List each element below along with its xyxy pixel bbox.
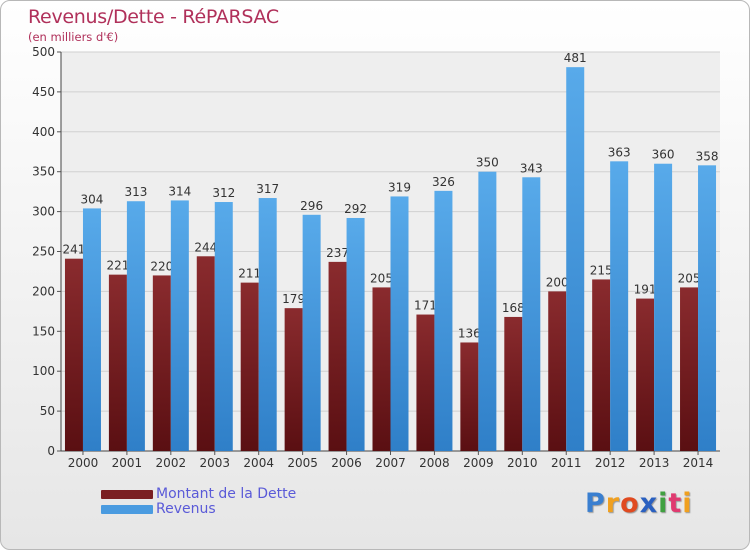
revenue-value-label: 363 [608, 145, 631, 159]
debt-bar [416, 314, 435, 451]
x-tick-label: 2010 [507, 456, 538, 470]
revenue-value-label: 304 [81, 192, 104, 206]
debt-value-label: 244 [194, 240, 217, 254]
revenue-bar [126, 201, 145, 451]
revenue-bar [346, 217, 365, 451]
x-tick-label: 2000 [68, 456, 99, 470]
x-tick-label: 2001 [112, 456, 143, 470]
y-tick-label: 450 [32, 85, 55, 99]
revenue-bar [434, 190, 453, 452]
legend-label: Revenus [156, 501, 216, 517]
x-tick-label: 2006 [331, 456, 362, 470]
revenue-value-label: 312 [212, 186, 235, 200]
y-tick-label: 400 [32, 125, 55, 139]
revenue-bar [522, 177, 541, 451]
y-tick-label: 250 [32, 245, 55, 259]
x-tick-label: 2014 [683, 456, 714, 470]
debt-value-label: 237 [326, 246, 349, 260]
revenue-bar [654, 163, 673, 451]
y-tick-label: 500 [32, 45, 55, 59]
debt-bar [548, 291, 567, 451]
debt-bar [152, 275, 171, 451]
debt-bar [460, 342, 479, 451]
x-tick-label: 2007 [375, 456, 406, 470]
x-tick-label: 2012 [595, 456, 626, 470]
chart-subtitle: (en milliers d'€) [28, 30, 119, 44]
debt-bar [372, 287, 391, 451]
debt-value-label: 211 [238, 267, 261, 281]
debt-bar [328, 261, 347, 451]
revenue-bar [390, 196, 409, 451]
revenue-value-label: 481 [564, 51, 587, 65]
legend-swatch [101, 505, 153, 514]
legend-swatch [101, 490, 153, 499]
revenue-value-label: 292 [344, 202, 367, 216]
debt-bar [196, 256, 215, 451]
debt-value-label: 200 [546, 275, 569, 289]
x-tick-label: 2002 [156, 456, 187, 470]
debt-bar [64, 258, 83, 451]
revenue-value-label: 326 [432, 175, 455, 189]
y-tick-label: 300 [32, 205, 55, 219]
proxiti-logo: Proxiti [585, 488, 693, 519]
y-tick-label: 50 [40, 404, 55, 418]
chart-title: Revenus/Dette - RéPARSAC [28, 6, 279, 28]
debt-value-label: 168 [502, 301, 525, 315]
y-tick-label: 350 [32, 165, 55, 179]
x-tick-label: 2005 [287, 456, 318, 470]
x-tick-label: 2003 [199, 456, 230, 470]
revenue-bar [478, 171, 497, 451]
revenue-bar [302, 214, 321, 451]
revenue-bar [566, 67, 585, 452]
debt-bar [636, 298, 655, 451]
debt-value-label: 191 [634, 283, 657, 297]
revenue-value-label: 350 [476, 156, 499, 170]
revenue-bar [698, 165, 717, 452]
revenue-bar [82, 208, 101, 451]
revenue-bar [170, 200, 189, 451]
x-tick-label: 2013 [639, 456, 670, 470]
x-tick-label: 2011 [551, 456, 582, 470]
revenue-value-label: 358 [696, 149, 719, 163]
debt-value-label: 205 [678, 271, 701, 285]
debt-value-label: 179 [282, 292, 305, 306]
revenue-value-label: 314 [168, 184, 191, 198]
y-tick-label: 150 [32, 324, 55, 338]
debt-value-label: 221 [106, 259, 129, 273]
debt-value-label: 136 [458, 326, 481, 340]
revenue-value-label: 360 [652, 148, 675, 162]
debt-bar [680, 287, 699, 451]
revenue-bar [214, 202, 233, 451]
revenue-value-label: 317 [256, 182, 279, 196]
revenue-value-label: 343 [520, 161, 543, 175]
debt-value-label: 215 [590, 263, 613, 277]
x-tick-label: 2008 [419, 456, 450, 470]
x-tick-label: 2004 [243, 456, 274, 470]
debt-bar [240, 282, 259, 451]
revenue-value-label: 319 [388, 180, 411, 194]
y-tick-label: 0 [47, 444, 55, 458]
y-tick-label: 200 [32, 284, 55, 298]
debt-value-label: 205 [370, 271, 393, 285]
debt-value-label: 220 [150, 259, 173, 273]
debt-bar [284, 308, 303, 451]
revenue-bar [258, 198, 277, 451]
debt-bar [592, 279, 611, 451]
debt-value-label: 171 [414, 299, 437, 313]
y-tick-label: 100 [32, 364, 55, 378]
revenue-value-label: 296 [300, 199, 323, 213]
revenue-value-label: 313 [124, 185, 147, 199]
x-tick-label: 2009 [463, 456, 494, 470]
debt-value-label: 241 [63, 243, 86, 257]
legend-label: Montant de la Dette [156, 486, 297, 502]
debt-bar [504, 316, 523, 451]
debt-bar [108, 274, 127, 451]
revenue-bar [610, 161, 629, 452]
